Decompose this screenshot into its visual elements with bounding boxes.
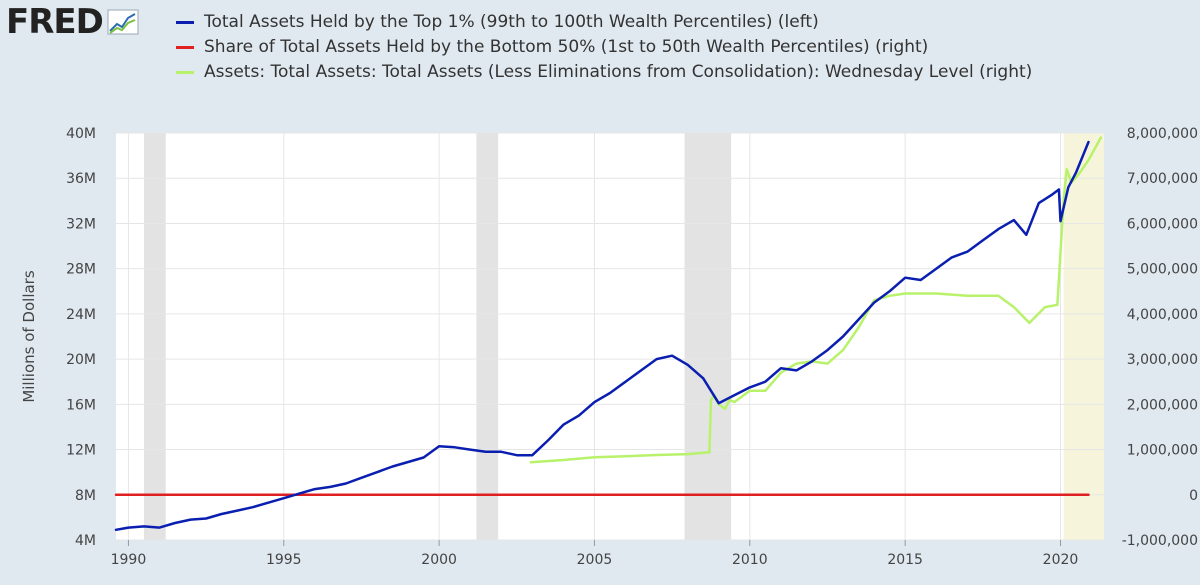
x-tick-label: 2005 <box>577 552 613 568</box>
legend-swatch-bottom50 <box>176 46 194 49</box>
y-right-tick-label: 4,000,000 <box>1127 307 1198 323</box>
y-left-tick-label: 16M <box>66 397 96 413</box>
y-right-tick-label: 3,000,000 <box>1127 352 1198 368</box>
y-right-tick-label: 7,000,000 <box>1127 171 1198 187</box>
x-tick-label: 2015 <box>887 552 923 568</box>
y-axis-title: Millions of Dollars <box>20 270 38 403</box>
x-tick-label: 2010 <box>732 552 768 568</box>
y-right-tick-label: -1,000,000 <box>1122 533 1198 549</box>
y-right-tick-label: 6,000,000 <box>1127 216 1198 232</box>
chart-legend: Total Assets Held by the Top 1% (99th to… <box>176 10 1190 85</box>
y-left-tick-label: 36M <box>66 171 96 187</box>
recession-band <box>476 133 499 540</box>
legend-label-total-assets: Assets: Total Assets: Total Assets (Less… <box>204 62 1033 82</box>
y-left-tick-label: 28M <box>66 262 96 278</box>
y-left-tick-label: 8M <box>75 488 96 504</box>
recession-band <box>143 133 166 540</box>
x-tick-label: 2020 <box>1043 552 1079 568</box>
y-right-tick-label: 8,000,000 <box>1127 126 1198 142</box>
legend-item-bottom50[interactable]: Share of Total Assets Held by the Bottom… <box>176 35 1190 60</box>
legend-label-bottom50: Share of Total Assets Held by the Bottom… <box>204 37 929 57</box>
fred-logo-text: FRED <box>6 2 104 42</box>
y-left-tick-label: 20M <box>66 352 96 368</box>
legend-item-top1[interactable]: Total Assets Held by the Top 1% (99th to… <box>176 10 1190 35</box>
y-left-tick-label: 32M <box>66 216 96 232</box>
y-right-tick-label: 2,000,000 <box>1127 397 1198 413</box>
fred-logo[interactable]: FRED <box>6 4 139 40</box>
plot-area <box>116 133 1104 540</box>
fred-graph-icon <box>107 9 139 35</box>
series-total-assets-line[interactable] <box>529 136 1103 464</box>
legend-label-top1: Total Assets Held by the Top 1% (99th to… <box>204 12 819 32</box>
y-left-tick-label: 12M <box>66 443 96 459</box>
y-left-tick-label: 24M <box>66 307 96 323</box>
recession-band <box>684 133 732 540</box>
legend-item-total-assets[interactable]: Assets: Total Assets: Total Assets (Less… <box>176 60 1190 85</box>
y-left-tick-label: 4M <box>75 533 96 549</box>
x-tick-label: 2000 <box>421 552 457 568</box>
recession-band <box>1063 133 1104 540</box>
legend-swatch-top1 <box>176 21 194 24</box>
x-tick-label: 1995 <box>266 552 302 568</box>
y-left-tick-label: 40M <box>66 126 96 142</box>
x-tick-label: 1990 <box>111 552 147 568</box>
y-right-tick-label: 1,000,000 <box>1127 443 1198 459</box>
legend-swatch-total-assets <box>176 71 194 74</box>
y-right-tick-label: 5,000,000 <box>1127 262 1198 278</box>
y-right-tick-label: 0 <box>1189 488 1198 504</box>
series-top1-line[interactable] <box>114 140 1090 532</box>
